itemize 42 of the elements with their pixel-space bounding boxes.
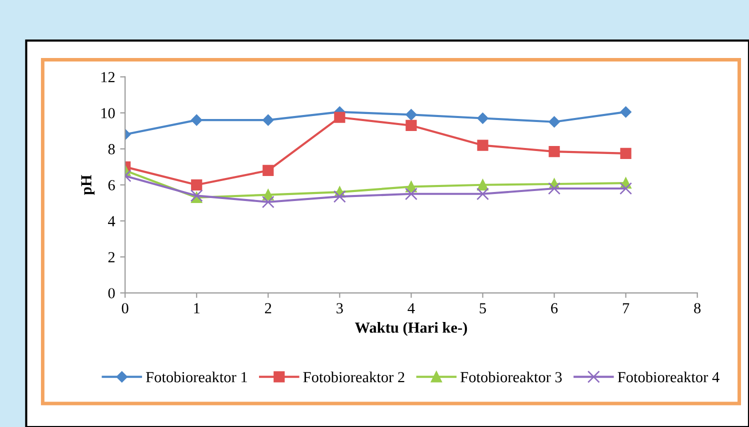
x-tick-label: 0 — [122, 303, 128, 314]
x-tick-label: 4 — [408, 303, 415, 314]
point — [477, 179, 488, 190]
legend-label: Fotobioreaktor 2 — [303, 372, 404, 382]
y-tick-label: 8 — [108, 144, 115, 154]
point — [334, 112, 346, 123]
point — [191, 114, 202, 126]
point — [477, 112, 488, 124]
y-tick-label: 2 — [108, 252, 115, 262]
legend-label: Fotobioreaktor 1 — [146, 372, 247, 382]
point — [620, 148, 632, 159]
x-axis-title: Waktu (Hari ke-) — [354, 322, 467, 336]
y-axis-title: pH — [81, 174, 95, 195]
point — [548, 116, 560, 128]
point — [477, 140, 488, 151]
point — [191, 179, 202, 190]
point — [406, 109, 417, 120]
x-tick-label: 8 — [694, 303, 701, 314]
y-tick-label: 10 — [101, 108, 115, 118]
point — [620, 182, 632, 195]
point — [476, 188, 489, 200]
y-tick-label: 4 — [108, 216, 116, 226]
x-tick-label: 6 — [551, 303, 558, 314]
point — [262, 196, 274, 208]
legend-label: Fotobioreaktor 3 — [460, 372, 562, 382]
legend-label: Fotobioreaktor 4 — [618, 372, 720, 382]
point — [404, 188, 418, 200]
point — [620, 106, 632, 118]
point — [406, 120, 417, 132]
x-tick-label: 5 — [480, 303, 486, 314]
x-tick-label: 3 — [336, 303, 343, 314]
y-tick-label: 0 — [108, 288, 115, 298]
point — [262, 114, 274, 126]
point — [262, 164, 274, 176]
point — [548, 146, 560, 158]
y-tick-label: 6 — [108, 180, 115, 190]
x-tick-label: 2 — [264, 303, 272, 314]
y-tick-label: 12 — [101, 72, 115, 82]
point — [548, 182, 561, 195]
x-tick-label: 7 — [622, 303, 630, 314]
x-tick-label: 1 — [194, 303, 200, 314]
point — [333, 190, 346, 203]
